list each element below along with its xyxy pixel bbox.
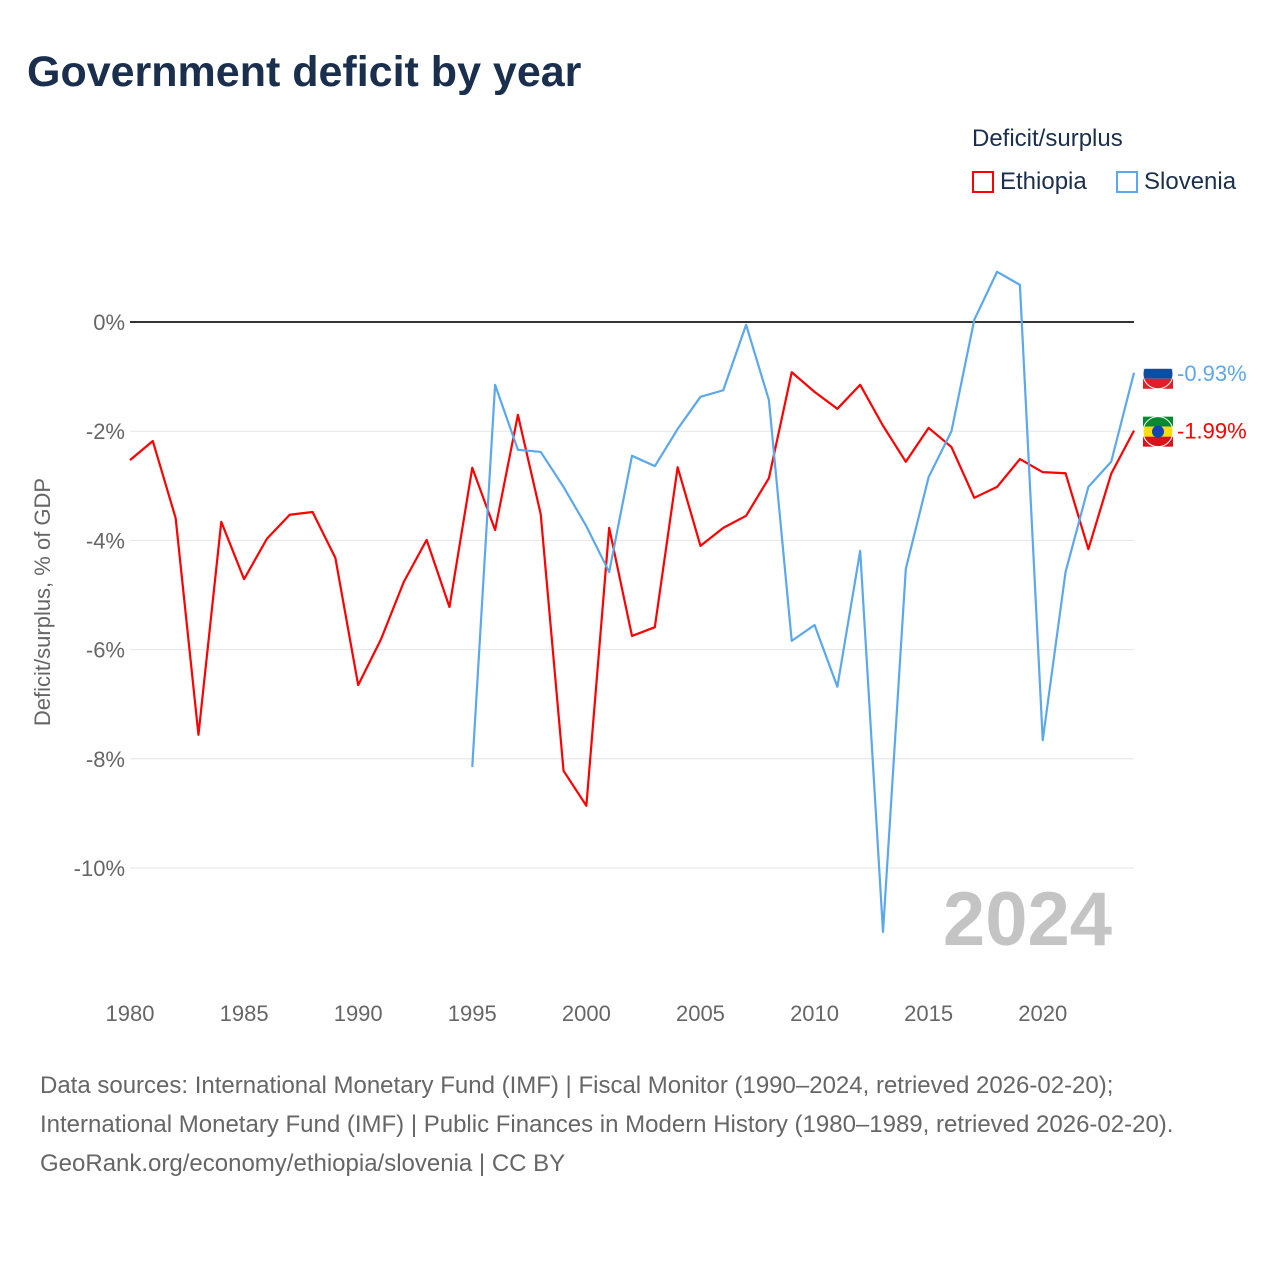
legend-item-ethiopia[interactable]: Ethiopia [972, 168, 1087, 196]
x-tick-label: 2005 [676, 1001, 725, 1026]
x-tick-label: 2020 [1018, 1001, 1067, 1026]
legend-swatch-ethiopia [972, 171, 994, 193]
y-tick-label: -2% [86, 419, 125, 444]
legend-swatch-slovenia [1116, 171, 1138, 193]
year-watermark: 2024 [943, 877, 1112, 962]
x-tick-label: 1980 [106, 1001, 155, 1026]
x-tick-label: 1990 [334, 1001, 383, 1026]
x-tick-label: 2010 [790, 1001, 839, 1026]
y-axis-label: Deficit/surplus, % of GDP [30, 478, 55, 726]
credit-link[interactable]: GeoRank.org/economy/ethiopia/slovenia | … [40, 1150, 566, 1177]
x-tick-label: 1995 [448, 1001, 497, 1026]
flag-stripe [1143, 368, 1173, 379]
y-tick-label: -6% [86, 638, 125, 663]
legend-label: Slovenia [1144, 168, 1237, 195]
flag-emblem [1152, 425, 1164, 438]
data-sources: Data sources: International Monetary Fun… [40, 1072, 1174, 1138]
x-tick-label: 1985 [220, 1001, 269, 1026]
end-value-label: -0.93% [1177, 361, 1247, 386]
series-line-slovenia [471, 270, 1136, 933]
y-tick-label: -10% [74, 856, 125, 881]
y-tick-label: -8% [86, 747, 125, 772]
line-chart: 2024 0% -2% -4% -6% -8% -10% 1980 1985 1990 1995 20… [30, 270, 1247, 1026]
legend-item-slovenia[interactable]: Slovenia [1116, 168, 1236, 196]
legend-title: Deficit/surplus [972, 125, 1123, 152]
flag-stripe [1143, 416, 1173, 427]
series-line-ethiopia [129, 371, 1135, 807]
chart-title: Government deficit by year [27, 48, 582, 96]
y-tick-label: -4% [86, 528, 125, 553]
x-tick-label: 2015 [904, 1001, 953, 1026]
flag-border [1142, 358, 1174, 390]
x-tick-label: 2000 [562, 1001, 611, 1026]
flag-border [1142, 416, 1174, 448]
legend-label: Ethiopia [1000, 168, 1087, 195]
flag-stripe [1143, 436, 1173, 447]
y-tick-label: 0% [93, 310, 125, 335]
footer: Data sources: International Monetary Fun… [40, 1066, 1240, 1183]
end-value-label: -1.99% [1177, 419, 1247, 444]
flag-stripe [1143, 378, 1173, 389]
flag-stripe [1143, 358, 1173, 369]
